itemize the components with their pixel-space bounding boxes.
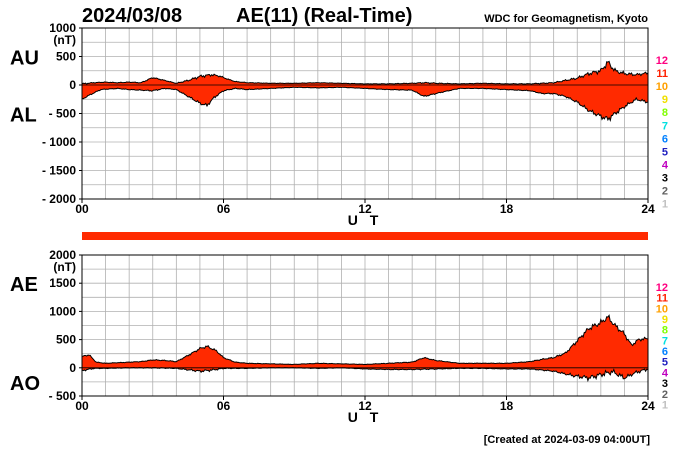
x-tick-label: 06 <box>217 202 231 216</box>
station-count-label: 3 <box>662 172 668 184</box>
organization-label: WDC for Geomagnetism, Kyoto <box>484 13 648 25</box>
station-count-label: 6 <box>662 346 668 358</box>
x-tick-label: 00 <box>75 399 89 413</box>
y-tick-label: - 2000 <box>42 192 76 206</box>
x-tick-label: 00 <box>75 202 89 216</box>
station-count-label: 7 <box>662 120 668 132</box>
y-tick-label: - 1500 <box>42 164 76 178</box>
series-label-top: AE <box>10 274 38 296</box>
station-count-label: 11 <box>656 293 668 305</box>
station-count-label: 10 <box>656 303 668 315</box>
y-tick-label: 0 <box>69 78 76 92</box>
y-tick-label: - 1000 <box>42 135 76 149</box>
station-count-label: 2 <box>662 389 668 401</box>
plot-title: AE(11) (Real-Time) <box>236 5 412 27</box>
series-line-ao <box>81 366 649 383</box>
station-count-label: 4 <box>662 367 669 379</box>
y-tick-label: 500 <box>56 333 76 347</box>
series-line-ae <box>81 314 649 366</box>
unit-label: (nT) <box>53 33 76 47</box>
y-tick-label: 500 <box>56 50 76 64</box>
station-count-label: 7 <box>662 335 668 347</box>
station-count-label: 6 <box>662 133 668 145</box>
station-count-label: 5 <box>662 357 668 369</box>
station-count-label: 9 <box>662 94 668 106</box>
filled-area <box>82 315 648 381</box>
y-tick-label: - 500 <box>49 107 77 121</box>
series-label-bottom: AL <box>10 105 37 127</box>
series-label-bottom: AO <box>10 373 40 395</box>
x-tick-label: 06 <box>217 399 231 413</box>
y-tick-label: 2000 <box>49 248 76 262</box>
x-tick-label: 24 <box>641 202 655 216</box>
station-count-label: 12 <box>656 55 668 67</box>
station-count-label: 11 <box>656 68 668 80</box>
x-tick-label: 12 <box>358 399 372 413</box>
date-title: 2024/03/08 <box>82 5 182 27</box>
created-timestamp: [Created at 2024-03-09 04:00UT] <box>484 434 651 446</box>
station-count-label: 1 <box>662 399 668 411</box>
station-count-label: 3 <box>662 378 668 390</box>
x-tick-label: 18 <box>500 399 514 413</box>
x-tick-label: 24 <box>641 399 655 413</box>
series-label-top: AU <box>10 48 39 70</box>
station-count-label: 9 <box>662 314 668 326</box>
station-count-label: 2 <box>662 186 668 198</box>
filled-area <box>82 61 648 121</box>
station-count-bar <box>82 232 648 240</box>
x-tick-label: 12 <box>358 202 372 216</box>
station-count-label: 1 <box>662 199 668 211</box>
y-tick-label: 1000 <box>49 304 76 318</box>
series-line-au <box>81 60 649 85</box>
series-line-al <box>81 86 648 122</box>
station-count-label: 4 <box>662 159 669 171</box>
x-axis-label: U T <box>348 409 383 425</box>
x-axis-label: U T <box>348 212 383 228</box>
station-count-label: 5 <box>662 146 668 158</box>
station-count-label: 10 <box>656 81 668 93</box>
y-tick-label: 1000 <box>49 21 76 35</box>
y-tick-label: 1500 <box>49 276 76 290</box>
station-count-label: 8 <box>662 325 668 337</box>
x-tick-label: 18 <box>500 202 514 216</box>
unit-label: (nT) <box>53 260 76 274</box>
station-count-label: 12 <box>656 282 668 294</box>
y-tick-label: 0 <box>69 361 76 375</box>
station-count-label: 8 <box>662 107 668 119</box>
y-tick-label: - 500 <box>49 389 77 403</box>
